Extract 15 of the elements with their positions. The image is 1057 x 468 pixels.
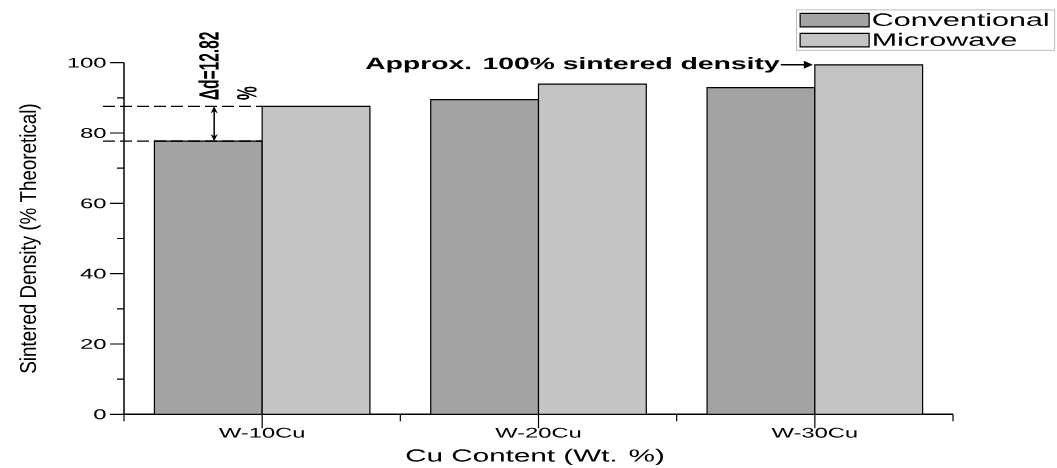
y-tick-label: 40 [80,268,106,279]
y-tick-label: 0 [94,409,106,420]
annotation: Approx. 100% sintered density [365,57,780,73]
x-tick-label: W-30Cu [771,427,857,438]
annotation: Δd=12.82 % [198,32,257,100]
x-axis-title: Cu Content (Wt. %) [406,448,664,466]
y-tick-label: 60 [81,198,106,209]
y-tick-label: 80 [81,128,106,138]
x-tick-label: W-20Cu [495,427,581,438]
legend-label: Microwave [874,32,1017,47]
x-tick-label: W-10Cu [219,427,304,438]
y-tick-label: 20 [81,339,106,349]
legend-label: Conventional [873,12,1048,27]
y-tick-label: 100 [68,57,106,68]
y-axis-title: Sintered Density (% Theoretical) [19,104,41,373]
